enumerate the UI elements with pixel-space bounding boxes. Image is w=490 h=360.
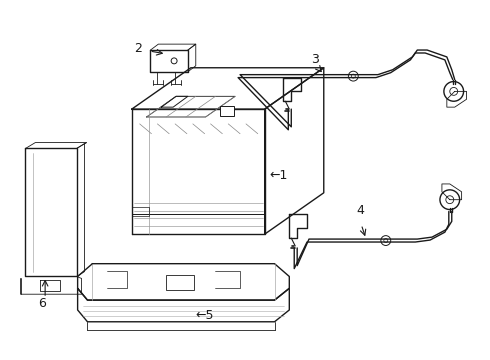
Text: 6: 6 (38, 297, 46, 310)
Text: 3: 3 (311, 53, 319, 66)
Text: 2: 2 (134, 41, 142, 55)
FancyBboxPatch shape (220, 106, 234, 116)
FancyBboxPatch shape (166, 275, 194, 290)
Text: ←1: ←1 (270, 168, 288, 181)
Text: ←5: ←5 (196, 309, 214, 322)
Text: 4: 4 (356, 204, 364, 217)
